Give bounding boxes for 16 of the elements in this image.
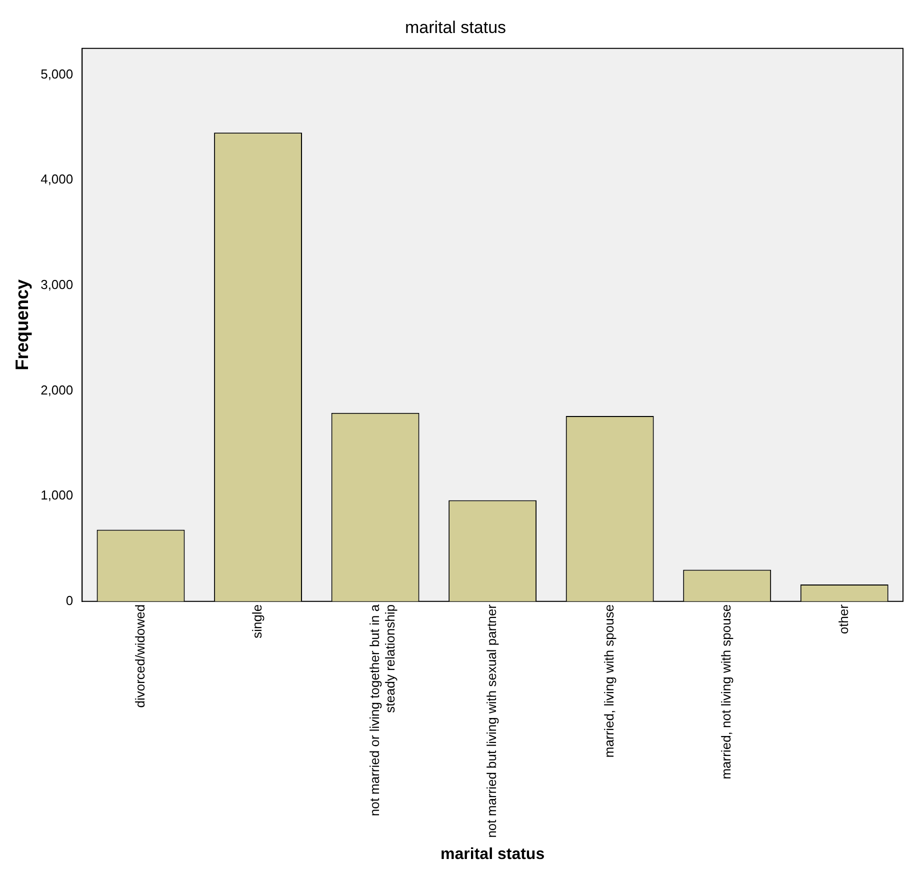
x-tick-label: other [836, 604, 851, 634]
y-tick-label: 4,000 [40, 172, 74, 187]
y-tick-label: 2,000 [40, 382, 74, 398]
x-tick-label: divorced/widowed [132, 604, 148, 708]
x-axis-title: marital status [440, 846, 545, 863]
y-tick-label: 3,000 [40, 276, 74, 292]
x-tick-label: married, living with spouse [601, 604, 616, 758]
y-axis-title: Frequency [12, 279, 32, 370]
x-tick-label: married, not living with spouse [718, 604, 734, 780]
x-tick-label: single [250, 604, 265, 638]
y-tick-label: 0 [66, 592, 74, 608]
x-tick-label: not married but living with sexual partner [484, 604, 500, 838]
x-tick-label: not married or living together but in a steady relationship [366, 604, 398, 816]
y-tick-label: 5,000 [40, 66, 74, 82]
y-tick-label: 1,000 [40, 488, 74, 503]
chart-title: marital status [404, 18, 506, 37]
